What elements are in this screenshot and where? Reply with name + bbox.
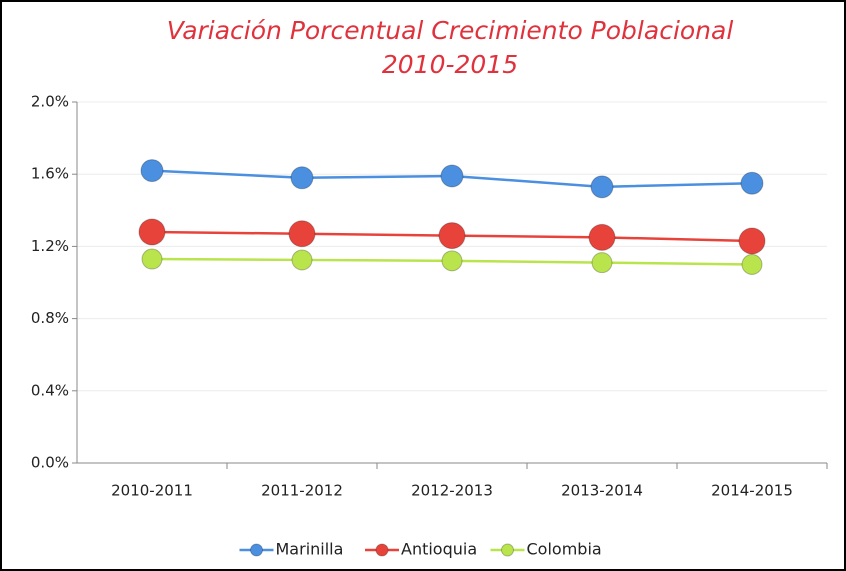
data-point — [290, 166, 314, 190]
y-tick-label: 1.2% — [31, 237, 69, 255]
data-point — [738, 227, 766, 255]
legend-marker — [250, 543, 263, 557]
x-tick-label: 2013-2014 — [561, 482, 643, 500]
y-tick-label: 1.6% — [31, 165, 69, 183]
y-tick-label: 0.8% — [31, 309, 69, 327]
legend-label: Marinilla — [276, 540, 344, 559]
data-point — [141, 248, 163, 270]
data-point — [588, 223, 616, 251]
data-point — [441, 250, 463, 272]
chart-title: Variación Porcentual Crecimiento Poblaci… — [167, 16, 734, 45]
x-tick-label: 2012-2013 — [411, 482, 493, 500]
legend-marker — [375, 543, 389, 557]
chart-subtitle: 2010-2015 — [382, 50, 518, 79]
y-tick-label: 2.0% — [31, 93, 69, 111]
data-point — [440, 164, 464, 188]
data-point — [740, 171, 764, 195]
y-tick-label: 0.0% — [31, 454, 69, 472]
legend-label: Colombia — [527, 540, 602, 559]
data-point — [741, 253, 763, 275]
data-point — [288, 220, 316, 248]
data-point — [438, 222, 466, 250]
legend-label: Antioquia — [401, 540, 477, 559]
data-point — [291, 249, 313, 271]
x-tick-label: 2010-2011 — [111, 482, 193, 500]
x-tick-label: 2014-2015 — [711, 482, 793, 500]
legend-marker — [501, 543, 514, 557]
data-point — [138, 218, 166, 246]
x-tick-label: 2011-2012 — [261, 482, 343, 500]
data-point — [590, 175, 614, 199]
y-tick-label: 0.4% — [31, 381, 69, 399]
data-point — [140, 159, 164, 183]
data-point — [591, 252, 613, 274]
